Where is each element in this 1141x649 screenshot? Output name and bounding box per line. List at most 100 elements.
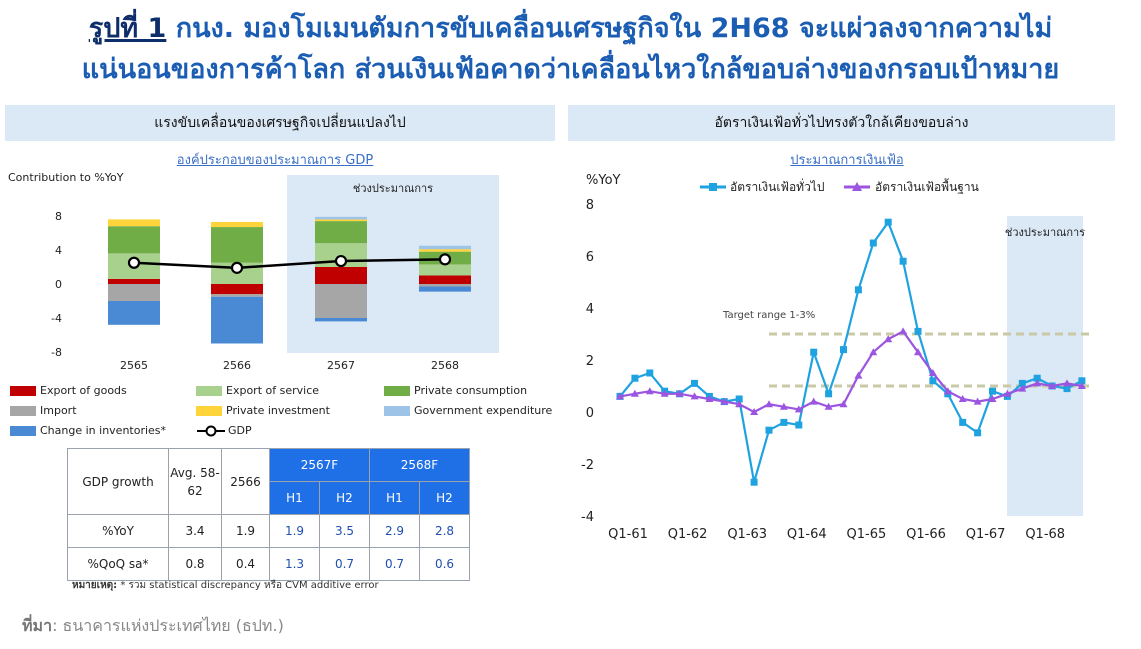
legend-swatch — [384, 406, 410, 416]
bar-segment — [108, 278, 160, 284]
table-cell: 0.6 — [419, 547, 470, 581]
legend-change-inventories: Change in inventories* — [10, 424, 166, 437]
core-point — [943, 387, 952, 395]
table-cell: 0.8 — [168, 547, 222, 581]
figure-title-line1: รูปที่ 1 กนง. มองโมเมนตัมการขับเคลื่อนเศ… — [0, 6, 1141, 49]
note-label: หมายเหตุ: — [72, 580, 118, 591]
x-tick-label: 2565 — [120, 359, 148, 372]
core-point — [1003, 389, 1012, 397]
right-panel-header: อัตราเงินเฟ้อทั่วไปทรงตัวใกล้เคียงขอบล่า… — [568, 105, 1115, 141]
bar-segment — [108, 226, 160, 254]
legend-label: GDP — [228, 424, 252, 437]
y-axis-title: %YoY — [586, 173, 621, 188]
gdp-chart-subtitle: องค์ประกอบของประมาณการ GDP — [176, 153, 374, 168]
y-tick-label: 4 — [586, 302, 594, 317]
table-note: หมายเหตุ: * รวม statistical discrepancy … — [72, 578, 379, 593]
headline-point — [780, 418, 788, 426]
core-point — [1033, 379, 1042, 387]
x-tick-label: Q1-66 — [906, 527, 946, 542]
table-header-h2: H2 — [419, 481, 470, 515]
x-tick-label: Q1-64 — [787, 527, 827, 542]
gdp-point — [334, 254, 348, 268]
x-tick-label: Q1-63 — [727, 527, 767, 542]
legend-gdp-marker — [197, 425, 225, 437]
forecast-label: ช่วงประมาณการ — [353, 182, 433, 195]
table-header-2566: 2566 — [221, 448, 270, 515]
bar-segment — [108, 284, 160, 301]
legend-private-consumption: Private consumption — [384, 384, 527, 397]
forecast-region — [1007, 216, 1083, 516]
core-point — [794, 405, 803, 413]
y-tick-label: -4 — [581, 510, 594, 525]
table-subheader-row: H1 H2 H1 H2 — [68, 481, 470, 515]
gdp-chart-legend: Export of goods Export of service Privat… — [8, 384, 558, 444]
figure-title-text: กนง. มองโมเมนตัมการขับเคลื่อนเศรษฐกิจใน … — [166, 13, 1053, 44]
legend-label-core: อัตราเงินเฟ้อพื้นฐาน — [875, 178, 979, 194]
headline-point — [989, 387, 996, 395]
bar-segment — [211, 227, 263, 263]
headline-point — [795, 421, 803, 429]
table-header-row: GDP growth Avg. 58-62 2566 2567F 2568F — [67, 448, 470, 515]
core-point — [630, 389, 639, 397]
legend-import: Import — [10, 404, 77, 417]
core-point — [1048, 382, 1057, 389]
table-cell: 1.9 — [221, 514, 270, 548]
table-header-2567f: 2567F — [269, 448, 370, 482]
table-cell: 0.4 — [221, 547, 270, 581]
bar-segment — [419, 264, 471, 276]
y-tick-label: 2 — [586, 354, 594, 369]
headline-point — [825, 390, 833, 398]
bar-segment — [419, 284, 471, 287]
bar-segment — [108, 301, 160, 325]
gdp-point — [438, 253, 452, 266]
left-panel-header: แรงขับเคลื่อนของเศรษฐกิจเปลี่ยนแปลงไป — [5, 105, 555, 141]
headline-point — [631, 374, 639, 382]
bar-segment — [315, 221, 367, 244]
core-point — [1018, 384, 1027, 392]
table-header-gdp-growth: GDP growth — [67, 448, 169, 515]
y-tick-label: -4 — [51, 312, 62, 325]
bar-segment — [419, 275, 471, 284]
target-range-label: Target range 1-3% — [722, 310, 815, 321]
table-cell: 0.7 — [319, 547, 370, 581]
core-point — [869, 348, 878, 356]
core-point — [660, 389, 669, 397]
core-point — [884, 335, 893, 343]
table-header-h1: H1 — [369, 481, 420, 515]
legend-label: Private investment — [226, 404, 330, 417]
source-label: ที่มา — [22, 616, 53, 635]
table-row: %QoQ sa* 0.8 0.4 1.3 0.7 0.7 0.6 — [67, 547, 470, 581]
bar-segment — [315, 267, 367, 284]
headline-point — [914, 327, 922, 335]
legend-marker-core — [852, 182, 862, 191]
legend-label: Export of goods — [40, 384, 127, 397]
inflation-forecast-chart: ช่วงประมาณการ %YoY อัตราเงินเฟ้อทั่วไป อัตร… — [581, 173, 1094, 542]
legend-label: Private consumption — [414, 384, 528, 397]
gdp-contribution-chart: ช่วงประมาณการ Contribution to %YoY 8 4 0 -4 -8… — [8, 171, 499, 372]
legend-gdp: GDP — [196, 424, 252, 437]
bar-segment — [419, 245, 471, 250]
headline-point — [1033, 374, 1041, 382]
headline-point — [929, 377, 937, 385]
x-tick-label: Q1-65 — [847, 527, 887, 542]
gdp-growth-table: GDP growth Avg. 58-62 2566 2567F 2568F H… — [67, 448, 470, 581]
table-cell: 2.8 — [419, 514, 470, 548]
legend-swatch — [384, 386, 410, 396]
core-point — [809, 397, 818, 405]
headline-point — [840, 346, 847, 354]
table-row: %YoY 3.4 1.9 1.9 3.5 2.9 2.8 — [67, 514, 470, 548]
core-point — [958, 395, 967, 402]
table-header-avg: Avg. 58-62 — [168, 448, 222, 515]
legend-private-investment: Private investment — [196, 404, 330, 417]
core-point — [765, 400, 773, 408]
gdp-point — [127, 256, 141, 269]
headline-point — [1078, 377, 1086, 385]
table-header-h1: H1 — [269, 481, 320, 515]
legend-swatch — [10, 386, 36, 396]
core-point — [705, 395, 714, 402]
headline-point — [974, 429, 982, 437]
y-tick-label: 0 — [55, 278, 62, 291]
table-cell-label: %QoQ sa* — [67, 547, 169, 581]
legend-swatch — [10, 426, 36, 436]
legend-swatch — [196, 386, 222, 396]
